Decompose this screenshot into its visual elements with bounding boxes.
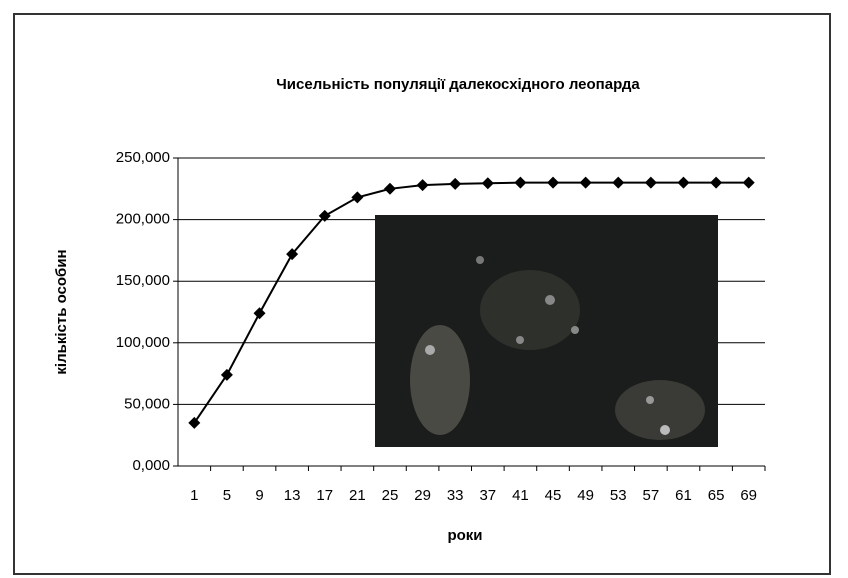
- y-tick-label: 0,000: [132, 457, 170, 474]
- data-point: [286, 248, 299, 261]
- x-tick-label: 17: [316, 487, 333, 504]
- x-tick-label: 41: [512, 487, 529, 504]
- y-tick-label: 50,000: [124, 395, 170, 412]
- x-tick-label: 45: [545, 487, 562, 504]
- photo-detail: [480, 270, 580, 350]
- x-tick-label: 13: [284, 487, 301, 504]
- y-axis-title: кількість особин: [53, 249, 70, 374]
- photo-detail: [476, 256, 484, 264]
- x-tick-label: 9: [255, 487, 263, 504]
- x-tick-label: 25: [382, 487, 399, 504]
- x-tick-label: 61: [675, 487, 692, 504]
- data-point: [220, 368, 233, 381]
- data-point: [514, 176, 527, 189]
- x-tick-label: 53: [610, 487, 627, 504]
- photo-detail: [660, 425, 670, 435]
- chart-title: Чисельність популяції далекосхідного лео…: [276, 76, 640, 93]
- data-point: [416, 179, 429, 192]
- data-point: [710, 176, 723, 189]
- photo-detail: [615, 380, 705, 440]
- data-point: [644, 176, 657, 189]
- x-tick-label: 65: [708, 487, 725, 504]
- data-point: [318, 209, 331, 222]
- y-tick-label: 200,000: [116, 211, 170, 228]
- y-tick-label: 150,000: [116, 272, 170, 289]
- photo-detail: [425, 345, 435, 355]
- x-tick-label: 1: [190, 487, 198, 504]
- photo-detail: [646, 396, 654, 404]
- x-tick-label: 5: [223, 487, 231, 504]
- x-tick-label: 69: [740, 487, 757, 504]
- photo-detail: [545, 295, 555, 305]
- data-point: [351, 191, 364, 204]
- data-point: [612, 176, 625, 189]
- data-point: [188, 416, 201, 429]
- data-point: [481, 177, 494, 190]
- data-point: [253, 307, 266, 320]
- x-axis-title: роки: [447, 527, 482, 544]
- leopard-photo: [375, 215, 718, 447]
- y-tick-label: 250,000: [116, 149, 170, 166]
- data-point: [579, 176, 592, 189]
- photo-detail: [571, 326, 579, 334]
- data-point: [449, 177, 462, 190]
- data-point: [742, 176, 755, 189]
- x-tick-label: 49: [577, 487, 594, 504]
- x-tick-label: 37: [479, 487, 496, 504]
- x-tick-label: 57: [643, 487, 660, 504]
- x-tick-label: 21: [349, 487, 366, 504]
- x-tick-label: 33: [447, 487, 464, 504]
- y-tick-label: 100,000: [116, 334, 170, 351]
- data-point: [547, 176, 560, 189]
- photo-detail: [410, 325, 470, 435]
- data-point: [383, 182, 396, 195]
- photo-detail: [516, 336, 524, 344]
- x-tick-label: 29: [414, 487, 431, 504]
- data-point: [677, 176, 690, 189]
